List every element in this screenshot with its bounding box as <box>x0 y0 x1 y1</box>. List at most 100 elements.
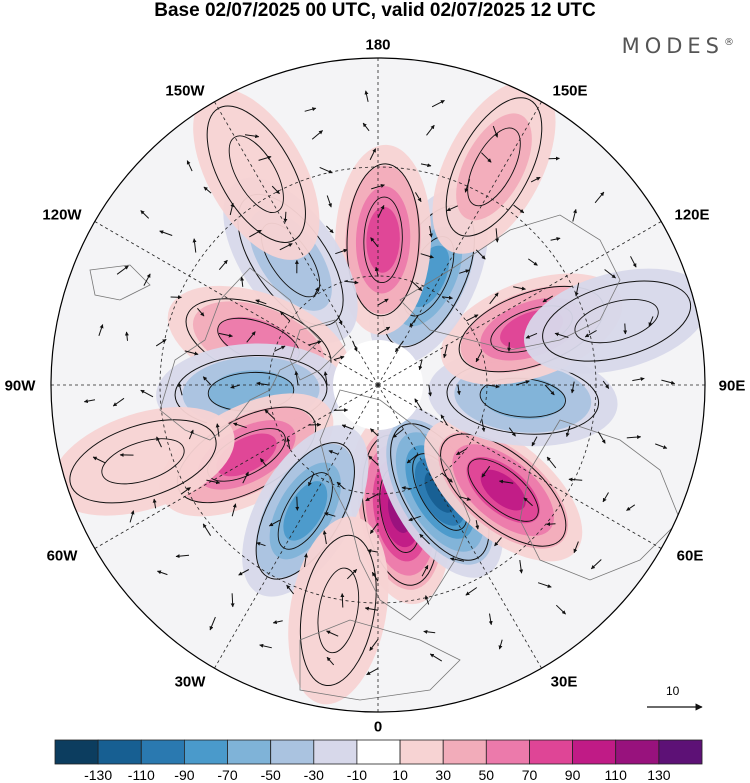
wind-vector <box>283 211 288 223</box>
wind-vector <box>597 431 606 444</box>
wind-vector <box>370 428 379 437</box>
wind-vector <box>546 522 556 527</box>
wind-vector <box>423 629 436 634</box>
meridian-line <box>94 384 379 549</box>
lon-label-0: 0 <box>373 718 383 736</box>
colorbar-tick-label: -70 <box>217 767 237 783</box>
wind-vector <box>326 225 334 234</box>
lon-label-180: 180 <box>365 36 391 54</box>
colorbar-tick-label: -50 <box>261 767 281 783</box>
wind-vector <box>175 554 190 559</box>
wind-vector <box>364 90 369 102</box>
wind-vector <box>394 340 404 353</box>
colorbar-tick-label: 110 <box>605 767 628 783</box>
streamline <box>363 196 403 284</box>
coastline <box>159 267 321 441</box>
wind-vector <box>377 326 391 335</box>
wind-vector <box>528 258 538 266</box>
coastline <box>319 389 471 621</box>
wind-vector <box>259 643 272 649</box>
wind-vector <box>465 587 478 596</box>
wind-vector <box>209 616 216 631</box>
wind-vector <box>231 503 237 517</box>
anomaly-contour <box>480 469 526 511</box>
streamline <box>467 127 521 207</box>
colorbar-tick-label: 130 <box>647 767 671 783</box>
wind-vector <box>344 280 359 285</box>
wind-vector <box>523 497 533 507</box>
lon-label-30w: 30W <box>174 673 206 691</box>
wind-vector <box>324 512 336 517</box>
wind-vector <box>602 492 609 503</box>
wind-vector <box>206 479 221 485</box>
wind-vector <box>271 185 280 195</box>
colorbar-tick-label: -90 <box>174 767 194 783</box>
wind-vector <box>184 350 199 356</box>
lon-label-120w: 120W <box>42 206 82 224</box>
wind-vector <box>492 125 499 138</box>
wind-vector <box>268 519 281 527</box>
wind-vector <box>157 570 168 576</box>
wind-vector <box>362 122 370 132</box>
wind-vector <box>159 230 173 236</box>
wind-vector <box>279 311 291 322</box>
wind-vector <box>499 479 514 484</box>
wind-vector <box>446 205 459 212</box>
wind-vector <box>459 269 470 274</box>
wind-vector <box>83 399 96 404</box>
wind-vector <box>218 332 233 338</box>
colorbar-tick-label: 90 <box>565 767 581 783</box>
meridian-line <box>377 221 662 386</box>
wind-vector <box>594 191 605 204</box>
anomaly-contour <box>456 113 532 221</box>
wind-vector <box>188 429 194 440</box>
wind-vector <box>661 379 676 385</box>
lon-label-150w: 150W <box>165 82 205 100</box>
wind-vector <box>256 541 266 547</box>
wind-vector <box>573 541 579 554</box>
wind-vector <box>450 557 465 562</box>
colorbar-swatch <box>615 739 660 765</box>
wind-vector <box>229 202 235 216</box>
wind-vector <box>129 510 135 523</box>
wind-vector <box>369 522 379 534</box>
wind-vector <box>371 571 379 582</box>
wind-vector <box>590 559 602 570</box>
wind-vector <box>531 436 538 447</box>
anomaly-contour <box>193 88 320 260</box>
anomaly-field <box>51 80 705 705</box>
wind-vector <box>177 382 183 396</box>
streamline <box>101 438 185 485</box>
wind-vector <box>584 330 597 338</box>
wind-vector <box>525 332 538 339</box>
wind-vector <box>414 398 423 411</box>
wind-vector <box>308 340 322 346</box>
wind-vector <box>319 166 333 174</box>
colorbar-tick-label: 50 <box>479 767 495 783</box>
lon-label-60e: 60E <box>676 547 704 565</box>
wind-vector <box>203 186 212 194</box>
wind-vector <box>352 340 358 352</box>
colorbar-tick-label: 70 <box>522 767 538 783</box>
wind-vector <box>475 249 486 260</box>
lon-label-90w: 90W <box>4 377 36 395</box>
lon-label-60w: 60W <box>46 547 78 565</box>
wind-vector <box>428 384 433 397</box>
wind-vector <box>308 473 315 487</box>
wind-vector <box>238 569 250 576</box>
meridian-line <box>377 384 542 669</box>
wind-vector <box>508 427 516 437</box>
meridian-line <box>214 101 379 386</box>
wind-vector <box>419 533 430 545</box>
meridian-line <box>214 384 379 669</box>
coastline <box>399 214 621 351</box>
wind-vector <box>255 299 267 305</box>
wind-vector <box>156 436 162 448</box>
meridian-line <box>94 221 379 386</box>
wind-vector <box>655 443 668 449</box>
wind-vector <box>443 344 448 359</box>
wind-vector <box>92 456 106 464</box>
wind-vector <box>286 437 291 450</box>
colorbar-swatch <box>485 739 530 765</box>
